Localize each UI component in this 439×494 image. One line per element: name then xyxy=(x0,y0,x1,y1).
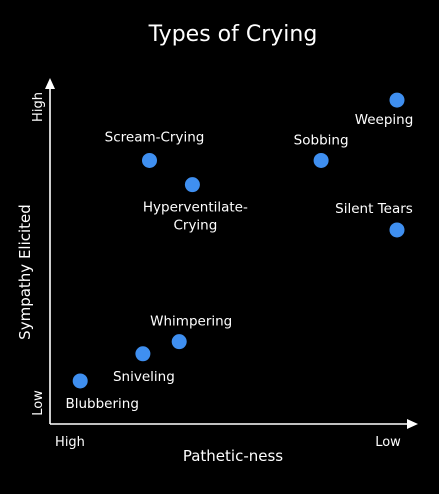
y-tick-bottom: Low xyxy=(31,390,46,416)
data-point-label: Sobbing xyxy=(294,132,349,148)
x-tick-left: High xyxy=(55,435,85,450)
x-tick-right: Low xyxy=(375,435,401,450)
y-axis-label: Sympathy Elicited xyxy=(16,204,34,340)
data-point xyxy=(389,92,405,108)
data-point-label: Weeping xyxy=(355,112,414,128)
data-point xyxy=(142,152,157,168)
data-point-label: Blubbering xyxy=(65,396,138,412)
x-axis-label: Pathetic-ness xyxy=(183,447,283,465)
data-point-label: Hyperventilate-Crying xyxy=(143,200,248,234)
data-point-label: Scream-Crying xyxy=(105,129,205,145)
y-axis-arrow xyxy=(45,78,55,89)
axes xyxy=(45,78,418,429)
data-point xyxy=(135,346,151,362)
data-point xyxy=(389,222,405,238)
labels-layer: Blubbering Sniveling Whimpering Scream-Cryi… xyxy=(65,112,413,412)
points-layer xyxy=(72,92,405,389)
data-point-label: Sniveling xyxy=(113,369,175,385)
chart-title: Types of Crying xyxy=(148,22,318,47)
data-point xyxy=(171,334,187,350)
y-tick-top: High xyxy=(31,92,46,122)
data-point-label: Whimpering xyxy=(150,314,232,330)
data-point xyxy=(184,177,200,193)
x-axis-arrow xyxy=(407,419,418,429)
data-point-label: Silent Tears xyxy=(335,201,413,217)
data-point xyxy=(313,152,329,168)
data-point xyxy=(72,373,88,389)
